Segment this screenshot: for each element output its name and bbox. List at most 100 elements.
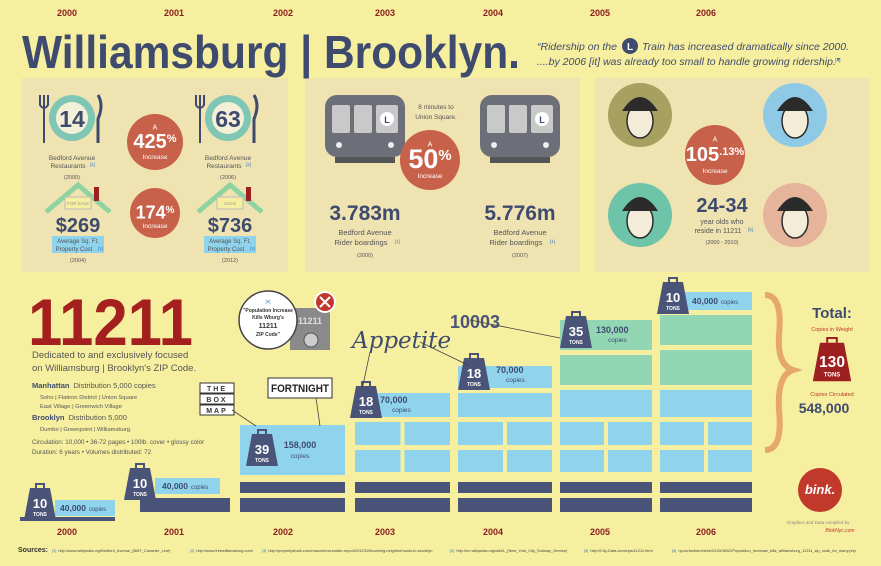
increase-circle <box>400 130 460 190</box>
source-number: [1] <box>52 548 56 553</box>
zip-intro: Dedicated to and exclusively focused <box>32 350 188 361</box>
house-sign <box>216 196 244 210</box>
title: Williamsburg | Brooklyn. <box>22 26 520 78</box>
train-window <box>332 105 350 133</box>
age-label: reside in 11211 <box>695 228 742 235</box>
source: [4] http://en.wikipedia.org/wiki/L_(New_Y… <box>450 548 568 553</box>
increase-prefix: A <box>428 142 433 149</box>
knife <box>96 94 103 143</box>
credit: Graphics and Data compiled by <box>787 520 851 525</box>
train-badge <box>535 112 549 126</box>
column-block <box>685 292 752 310</box>
column-block <box>155 478 220 494</box>
weight-handle <box>469 353 479 358</box>
callout-text: Kills Wburg's <box>252 315 284 321</box>
hair <box>777 97 813 111</box>
distribution-areas: Soho | Flatiron District | Union Square <box>40 395 137 401</box>
house-sign <box>64 196 92 210</box>
weight-unit: TONS <box>255 458 269 464</box>
hair <box>777 197 813 211</box>
column-block <box>660 422 704 445</box>
year-top: 2002 <box>273 8 293 18</box>
brand-logo <box>798 468 842 512</box>
copies-number: 158,000 <box>284 440 317 450</box>
footnote: [1] <box>90 162 95 167</box>
increase-number: 50 <box>408 144 438 174</box>
weight-value: 10 <box>133 476 147 491</box>
weight <box>657 282 689 314</box>
zip-10003: 10003 <box>450 312 500 332</box>
copies-number: 70,000 <box>496 365 524 375</box>
column-block <box>660 350 752 385</box>
increase-circle <box>685 125 745 185</box>
increase-unit: .13% <box>719 146 744 158</box>
restaurant-label: Bedford Avenue <box>205 155 252 162</box>
restaurant-count: 63 <box>215 106 241 132</box>
boxmap-text: BOX <box>206 397 227 404</box>
increase-prefix: A <box>713 137 718 144</box>
column-block <box>404 450 450 472</box>
distribution: Brooklyn Distribution 5,000 <box>32 413 127 422</box>
weight-handle <box>135 463 145 468</box>
source-url: ny.curbed/archives/2010/08/02/Population… <box>678 548 856 553</box>
fortnight-box <box>267 377 333 399</box>
year-bottom: 2006 <box>696 527 716 537</box>
chimney <box>94 187 99 201</box>
pointer <box>231 319 561 427</box>
boarding-year: (2007) <box>512 253 528 259</box>
increase-unit: % <box>166 205 175 216</box>
increase-label: Increase <box>703 168 728 175</box>
increase-unit: % <box>167 133 177 145</box>
boarding-label: Rider boardings <box>335 238 388 247</box>
column-block <box>660 498 752 512</box>
commute: 8 minutes to <box>418 104 454 111</box>
weight-value: 35 <box>569 324 583 339</box>
total-circulated: 548,000 <box>799 400 850 416</box>
weight-value: 39 <box>255 442 269 457</box>
increase-circle <box>127 114 183 170</box>
distribution-rest: Distribution 5,000 copies <box>74 381 156 390</box>
boxmap-box <box>199 382 235 394</box>
copies: 40,000 copies <box>692 296 738 306</box>
source-url: http://en.wikipedia.org/wiki/L_(New_York… <box>456 548 568 553</box>
column-block <box>660 315 752 345</box>
column-block <box>560 390 652 417</box>
weight-value: 18 <box>467 366 481 381</box>
boarding-value: 5.776m <box>484 202 555 225</box>
column-block <box>507 450 552 472</box>
boarding-label: Bedford Avenue <box>493 228 546 237</box>
zip-stats: Circulation: 10,000 • 36-72 pages • 100l… <box>32 439 204 446</box>
column-block <box>458 393 552 417</box>
source: [6] ny.curbed/archives/2010/08/02/Populat… <box>672 548 856 553</box>
year-bottom: 2001 <box>164 527 184 537</box>
year-bottom: 2003 <box>375 527 395 537</box>
increase-prefix: A <box>153 124 158 131</box>
column-block <box>507 422 552 445</box>
weight-unit: TONS <box>824 372 841 378</box>
total-label: Copies in Weight <box>811 327 853 333</box>
source-number: [6] <box>672 548 676 553</box>
property-year: (2004) <box>70 258 86 264</box>
source: [3] http://propertyshark.com/mason/real-e… <box>262 548 432 553</box>
train-badge <box>380 112 394 126</box>
column-block <box>560 498 652 512</box>
column-block <box>355 422 401 445</box>
knife <box>252 94 259 143</box>
weight-unit: TONS <box>666 306 680 312</box>
stamp-circle <box>303 332 319 348</box>
property-price: $736 <box>208 215 253 237</box>
weight-handle <box>668 277 678 282</box>
restaurant-count: 14 <box>59 106 85 132</box>
appetite: Appetite <box>350 328 451 354</box>
brace <box>764 292 804 453</box>
chimney <box>246 187 251 201</box>
zip-code: 11211 <box>28 285 193 359</box>
distribution-head: Manhattan <box>32 381 70 390</box>
weight <box>458 358 490 390</box>
column-block <box>560 450 604 472</box>
quote-line: “Ridership on the <box>537 41 617 53</box>
footnote: [3] <box>250 246 255 251</box>
zip-intro: on Williamsburg | Brooklyn's ZIP Code. <box>32 363 196 374</box>
brand-logo-text: bink. <box>805 482 835 497</box>
column-block <box>458 498 552 512</box>
